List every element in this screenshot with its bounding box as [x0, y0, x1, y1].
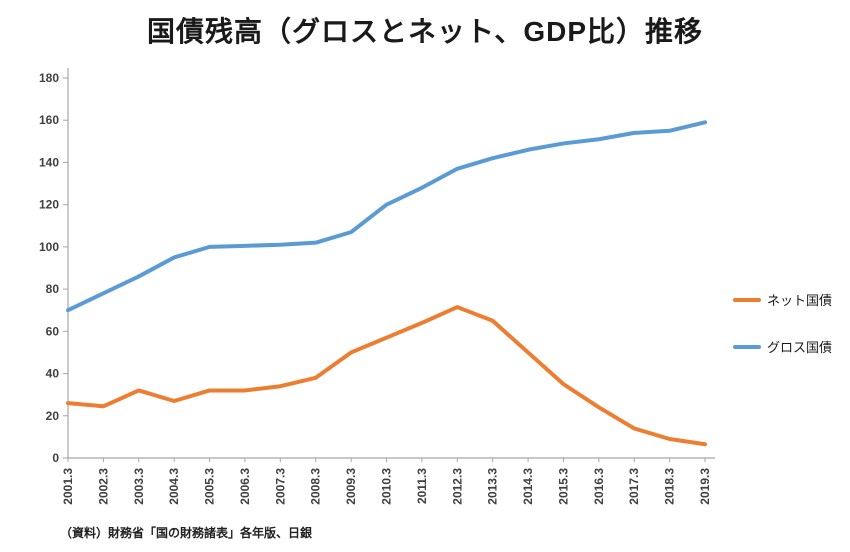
- y-axis-label: 20: [46, 409, 60, 423]
- y-axis-label: 120: [39, 198, 59, 212]
- x-axis-label: 2009.3: [344, 468, 358, 505]
- series-line-gross: [66, 120, 707, 313]
- x-axis-label: 2003.3: [132, 468, 146, 505]
- legend-swatch: [733, 297, 761, 302]
- x-axis-label: 2011.3: [415, 468, 429, 504]
- y-axis-label: 180: [39, 71, 59, 85]
- y-axis-label: 140: [39, 155, 59, 169]
- x-axis-label: 2008.3: [309, 468, 323, 505]
- legend-swatch: [733, 344, 761, 349]
- x-axis-label: 2007.3: [273, 468, 287, 505]
- series-line-net: [66, 305, 707, 447]
- y-axis-label: 100: [39, 240, 59, 254]
- legend-label: グロス国債: [767, 340, 833, 355]
- source-note: （資料）財務省「国の財務諸表」各年版、日銀: [60, 526, 313, 540]
- legend-label: ネット国債: [767, 293, 833, 308]
- x-axis-label: 2006.3: [238, 468, 252, 505]
- y-axis-label: 80: [46, 282, 60, 296]
- legend: ネット国債グロス国債: [733, 290, 832, 356]
- x-axis-label: 2014.3: [521, 468, 535, 505]
- x-axis-label: 2017.3: [627, 468, 641, 505]
- chart-title: 国債残高（グロスとネット、GDP比）推移: [146, 16, 704, 47]
- legend-item: グロス国債: [733, 337, 832, 356]
- y-axis-label: 40: [46, 367, 60, 381]
- x-axis-label: 2001.3: [61, 468, 75, 505]
- x-axis-label: 2005.3: [203, 468, 217, 505]
- y-axis-label: 0: [52, 451, 59, 465]
- legend-item: ネット国債: [733, 290, 832, 309]
- x-axis-label: 2015.3: [556, 468, 570, 505]
- x-axis-label: 2019.3: [698, 468, 712, 505]
- x-axis-label: 2016.3: [592, 468, 606, 505]
- y-axis-label: 60: [46, 324, 60, 338]
- x-axis-label: 2018.3: [663, 468, 677, 505]
- x-axis-label: 2004.3: [167, 468, 181, 505]
- x-axis-label: 2002.3: [96, 468, 110, 505]
- x-axis-label: 2013.3: [486, 468, 500, 505]
- y-axis-label: 160: [39, 113, 59, 127]
- x-axis-label: 2012.3: [450, 468, 464, 505]
- x-axis-label: 2010.3: [380, 468, 394, 505]
